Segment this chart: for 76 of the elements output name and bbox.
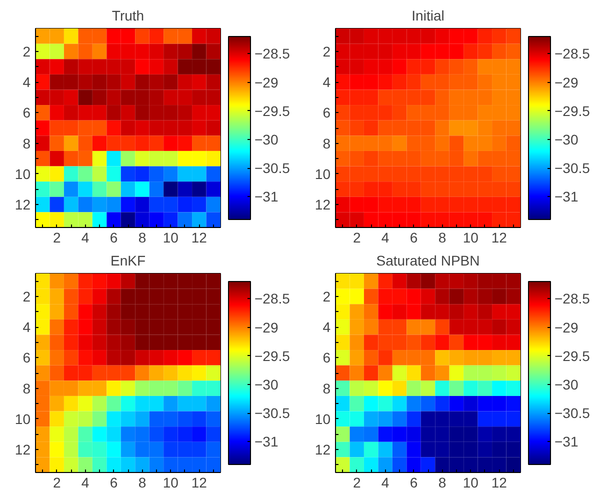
color-bar-label: −29 — [254, 319, 278, 336]
chart-title: Truth — [112, 8, 144, 24]
x-tick-label: 6 — [410, 474, 418, 490]
color-bar-label: −31 — [554, 188, 578, 205]
x-tick-label: 2 — [52, 230, 61, 246]
x-tick-label: 8 — [438, 230, 446, 246]
x-tick-label: 4 — [81, 474, 90, 490]
y-tick-label: 2 — [322, 43, 331, 60]
x-tick-label: 6 — [410, 230, 418, 246]
chart-title: Initial — [412, 8, 444, 24]
y-tick-label: 8 — [22, 380, 31, 396]
color-bar-label: −28.5 — [554, 290, 590, 307]
y-tick-label: 6 — [22, 350, 31, 366]
x-tick-label: 2 — [352, 230, 361, 246]
y-tick-label: 6 — [22, 104, 31, 121]
chart-title: EnKF — [110, 252, 146, 268]
color-bar-label: −29 — [254, 74, 278, 90]
x-tick-label: 2 — [352, 474, 361, 490]
color-bar-label: −28.5 — [254, 290, 290, 307]
color-bar-label: −30.5 — [254, 160, 290, 176]
y-tick-label: 6 — [322, 350, 331, 366]
x-tick-label: 8 — [438, 474, 446, 490]
y-tick-label: 12 — [314, 442, 331, 458]
y-tick-label: 4 — [322, 74, 331, 90]
color-bar-label: −31 — [254, 434, 278, 450]
x-tick-label: 10 — [162, 230, 179, 246]
color-bar-label: −30 — [254, 131, 278, 148]
color-bar-label: −28.5 — [254, 46, 290, 62]
color-bar-label: −30 — [554, 131, 578, 148]
y-tick-label: 12 — [14, 196, 31, 213]
y-tick-label: 4 — [322, 319, 331, 336]
x-tick-label: 2 — [52, 474, 61, 490]
y-tick-label: 10 — [14, 166, 31, 182]
x-tick-label: 12 — [191, 230, 208, 246]
y-tick-label: 4 — [22, 74, 31, 90]
chart-title: Saturated NPBN — [376, 252, 480, 268]
y-tick-label: 6 — [322, 104, 331, 121]
color-bar-label: −29.5 — [554, 102, 590, 119]
color-bar-label: −29.5 — [254, 348, 290, 364]
x-tick-label: 10 — [462, 474, 479, 490]
y-tick-label: 10 — [314, 166, 331, 182]
x-tick-label: 4 — [381, 230, 390, 246]
y-tick-label: 2 — [22, 288, 31, 304]
color-bar-label: −30.5 — [554, 160, 590, 176]
y-tick-label: 12 — [14, 442, 31, 458]
x-tick-label: 6 — [110, 230, 118, 246]
color-bar-label: −31 — [254, 188, 278, 205]
x-tick-label: 10 — [462, 230, 479, 246]
color-bar-label: −30.5 — [554, 405, 590, 422]
y-tick-label: 8 — [322, 135, 331, 152]
y-tick-label: 10 — [14, 410, 31, 427]
y-tick-label: 2 — [322, 288, 331, 304]
x-tick-label: 12 — [491, 474, 508, 490]
x-tick-label: 4 — [381, 474, 390, 490]
x-tick-label: 8 — [138, 474, 146, 490]
color-bar-label: −30 — [254, 376, 278, 392]
color-bar-label: −28.5 — [554, 46, 590, 62]
x-tick-label: 12 — [491, 230, 508, 246]
color-bar-label: −30 — [554, 376, 578, 392]
y-tick-label: 8 — [22, 135, 31, 152]
y-tick-label: 8 — [322, 380, 331, 396]
color-bar-label: −30.5 — [254, 405, 290, 422]
color-bar-label: −29.5 — [554, 348, 590, 364]
x-tick-label: 6 — [110, 474, 118, 490]
x-tick-label: 10 — [162, 474, 179, 490]
x-tick-label: 12 — [191, 474, 208, 490]
x-tick-label: 8 — [138, 230, 146, 246]
y-tick-label: 10 — [314, 410, 331, 427]
color-bar-label: −29.5 — [254, 102, 290, 119]
x-tick-label: 4 — [81, 230, 90, 246]
color-bar-label: −31 — [554, 434, 578, 450]
y-tick-label: 2 — [22, 43, 31, 60]
color-bar-label: −29 — [554, 74, 578, 90]
y-tick-label: 4 — [22, 319, 31, 336]
color-bar-label: −29 — [554, 319, 578, 336]
y-tick-label: 12 — [314, 196, 331, 213]
